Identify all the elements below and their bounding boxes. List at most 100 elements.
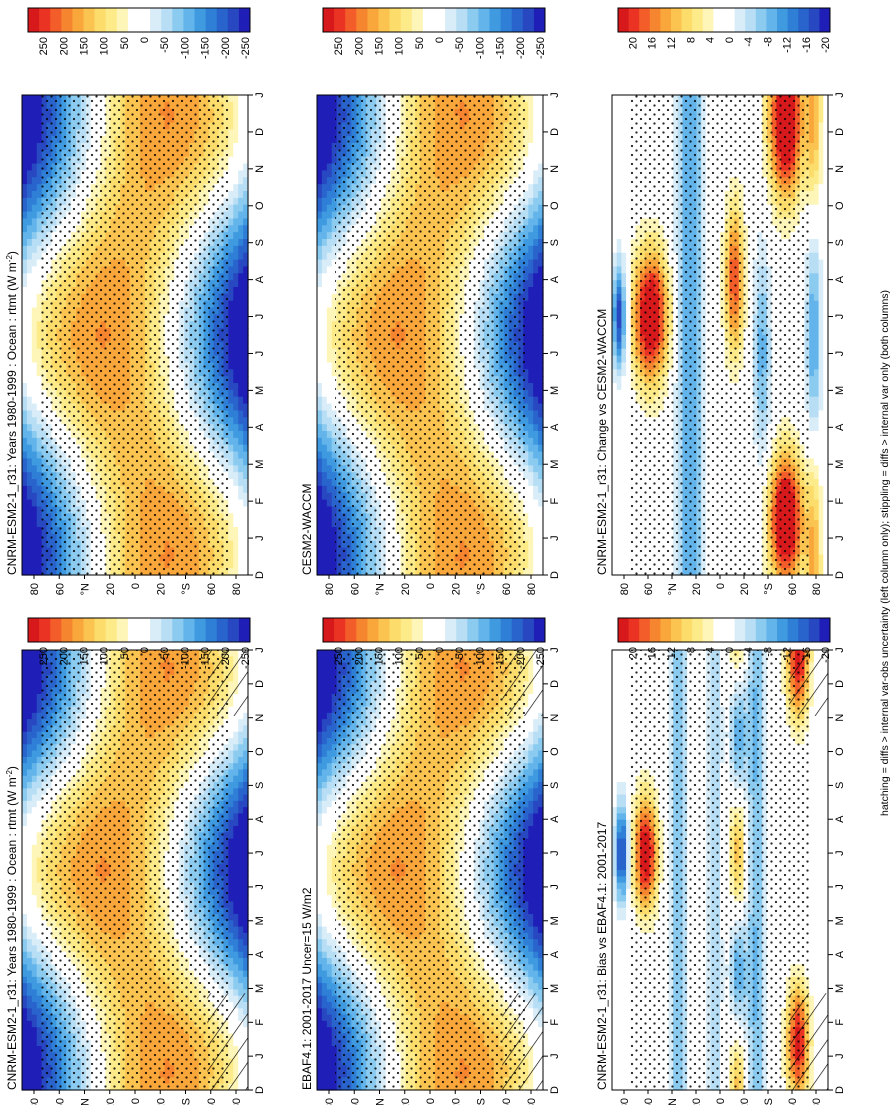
heat-cell — [31, 844, 38, 852]
heat-cell — [36, 287, 43, 295]
heat-cell — [26, 554, 33, 562]
heat-cell — [22, 444, 28, 453]
heat-cell — [22, 1002, 28, 1009]
heat-cell — [26, 362, 33, 370]
heat-cell — [22, 527, 28, 535]
heat-cell — [31, 170, 38, 178]
heat-cell — [26, 177, 33, 185]
heat-cell — [31, 225, 38, 233]
heat-cell — [26, 245, 33, 254]
lat-tick-label: 20 — [155, 1098, 167, 1105]
heat-cell — [36, 1039, 43, 1047]
heat-cell — [31, 788, 38, 796]
heat-cell — [31, 882, 38, 890]
heat-cell — [36, 533, 43, 542]
heat-cell — [36, 293, 43, 302]
heat-cell — [26, 964, 33, 972]
heat-cell — [26, 706, 33, 714]
colorbar-tick-label: -50 — [159, 647, 171, 663]
heat-cell — [22, 561, 28, 569]
hatching-p_model — [207, 993, 248, 1090]
heat-cell — [233, 970, 239, 978]
heat-cell — [26, 163, 33, 172]
heat-cell — [36, 348, 43, 357]
heat-cell — [36, 882, 43, 890]
heat-cell — [238, 800, 244, 808]
heat-cell — [26, 568, 33, 576]
heat-cell — [26, 108, 33, 117]
month-tick-label: S — [254, 782, 266, 789]
heat-cell — [31, 813, 38, 821]
heat-cell — [22, 694, 28, 701]
heat-cell — [36, 335, 43, 343]
heat-cell — [243, 712, 249, 720]
heat-cell — [228, 970, 234, 978]
heat-cell — [238, 932, 244, 940]
heat-cell — [26, 888, 33, 896]
colorbar-swatch — [116, 618, 129, 642]
colorbar-swatch — [83, 618, 96, 642]
heat-cell — [36, 1046, 43, 1053]
heat-cell — [22, 348, 28, 357]
heat-cell — [36, 218, 43, 226]
heat-cell — [22, 533, 28, 542]
heat-cell — [26, 417, 33, 425]
month-tick-label: M — [254, 916, 266, 925]
heat-cell — [22, 424, 28, 432]
heat-cell — [238, 857, 244, 865]
heat-cell — [243, 907, 249, 915]
heat-cell — [36, 650, 43, 657]
heat-cell — [26, 136, 33, 144]
heat-cell — [228, 939, 234, 947]
heat-cell — [26, 204, 33, 213]
heat-cell — [238, 750, 244, 758]
heat-cell — [31, 156, 38, 165]
heat-cell — [26, 287, 33, 295]
heat-cell — [243, 964, 249, 972]
heat-cell — [22, 782, 28, 789]
heat-cell — [26, 225, 33, 233]
heat-cell — [36, 369, 43, 377]
colorbar-swatch — [39, 618, 51, 642]
heat-cell — [36, 983, 43, 991]
heat-cell — [233, 951, 239, 959]
heat-cell — [233, 958, 239, 965]
heat-cell — [31, 129, 38, 137]
heat-cell — [36, 492, 43, 501]
heat-cell — [26, 895, 33, 903]
heat-cell — [31, 122, 38, 130]
heat-cell — [233, 782, 239, 789]
heat-cell — [36, 769, 43, 777]
heat-cell — [22, 143, 28, 151]
heat-cell — [36, 719, 43, 727]
heat-cell — [22, 307, 28, 316]
heat-cell — [31, 970, 38, 978]
colorbar-tick-label: -200 — [220, 647, 232, 669]
heat-cell — [228, 763, 234, 771]
heat-cell — [36, 239, 43, 247]
heat-cell — [36, 211, 43, 220]
heat-cell — [31, 731, 38, 739]
heat-cell — [36, 1033, 43, 1041]
heat-cell — [26, 983, 33, 991]
heat-cell — [31, 794, 38, 802]
heat-cell — [22, 273, 28, 281]
heat-cell — [22, 983, 28, 991]
heat-cell — [31, 307, 38, 316]
heat-cell — [26, 369, 33, 377]
heat-cell — [22, 876, 28, 884]
heat-cell — [22, 939, 28, 947]
heat-cell — [238, 920, 244, 928]
heat-cell — [22, 813, 28, 821]
heat-cell — [36, 472, 43, 480]
month-tick-label: A — [254, 815, 266, 823]
heat-cell — [31, 479, 38, 487]
heat-cell — [22, 681, 28, 689]
heat-cell — [31, 681, 38, 689]
heat-cell — [31, 431, 38, 439]
heat-cell — [238, 907, 244, 915]
heat-cell — [31, 807, 38, 815]
heat-cell — [26, 348, 33, 357]
heat-cell — [22, 1046, 28, 1053]
heat-cell — [243, 725, 249, 733]
